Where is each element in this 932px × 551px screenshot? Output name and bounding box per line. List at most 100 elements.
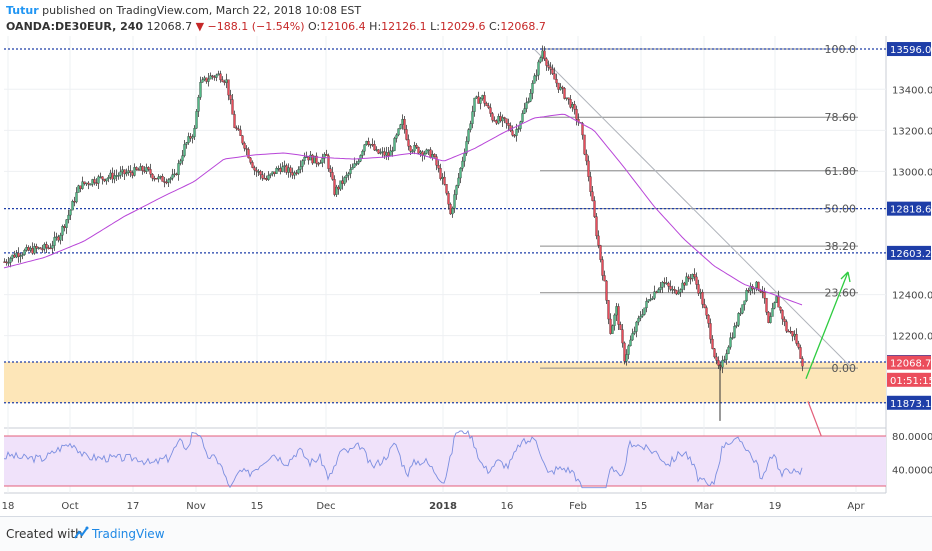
candle-body: [567, 97, 570, 100]
candle-body: [613, 314, 616, 326]
candle-body: [777, 296, 780, 308]
candle-body: [303, 156, 306, 161]
candle-body: [601, 259, 604, 276]
tradingview-brand[interactable]: TradingView: [92, 527, 165, 541]
candle-body: [617, 306, 620, 325]
candle-body: [293, 172, 296, 176]
candle-body: [597, 235, 600, 246]
candle-body: [367, 141, 370, 145]
candle-body: [193, 128, 196, 137]
candle-body: [301, 160, 304, 167]
candle-body: [733, 326, 736, 338]
close-value: 12068.7: [500, 20, 546, 33]
candle-body: [33, 246, 36, 254]
candle-body: [483, 95, 486, 104]
candle-body: [603, 275, 606, 282]
candle-body: [557, 82, 560, 90]
candle-body: [393, 138, 396, 151]
rsi-tick-label: 40.0000: [892, 465, 932, 476]
candle-body: [103, 178, 106, 182]
candle-body: [275, 168, 278, 174]
candle-body: [171, 174, 174, 179]
candle-body: [59, 234, 62, 241]
candle-body: [153, 178, 156, 180]
price-tick-label: 12200.0: [892, 332, 932, 343]
candle-body: [737, 313, 740, 326]
candle-body: [231, 99, 234, 115]
price-marker[interactable]: [887, 372, 931, 387]
price-marker[interactable]: [887, 355, 931, 370]
candle-body: [451, 208, 454, 215]
price-marker[interactable]: [887, 245, 931, 260]
candle-body: [343, 177, 346, 184]
candle-body: [17, 252, 20, 257]
candle-body: [795, 333, 798, 344]
candle-body: [139, 166, 142, 171]
candle-body: [689, 278, 692, 280]
candle-body: [439, 168, 442, 179]
price-marker[interactable]: [887, 42, 931, 57]
candle-body: [19, 255, 22, 257]
candle-body: [291, 172, 294, 176]
candle-body: [391, 150, 394, 152]
time-axis[interactable]: 18 Oct 17 Nov 15 Dec 2018 16 Feb 15 Mar 19 Apr: [2, 501, 866, 512]
candle-body: [721, 360, 724, 368]
candle-body: [179, 160, 182, 164]
candle-body: [509, 125, 512, 131]
candle-body: [53, 237, 56, 246]
candle-body: [797, 343, 800, 348]
candle-body: [609, 318, 612, 334]
author-name[interactable]: Tutur: [6, 4, 39, 17]
price-marker[interactable]: [887, 201, 931, 216]
candle-body: [561, 86, 564, 89]
candle-body: [273, 171, 276, 174]
bullish-arrow-head: [840, 271, 851, 283]
candle-body: [355, 163, 358, 165]
price-axis[interactable]: 13400.0 13200.0 13000.0 12400.0 12200.0 13596…: [887, 42, 932, 476]
bullish-arrow[interactable]: [805, 271, 849, 380]
candle-body: [309, 154, 312, 161]
candle-body: [565, 97, 568, 99]
candle-body: [521, 113, 524, 122]
candle-body: [135, 167, 138, 170]
candle-body: [445, 184, 448, 194]
candle-body: [573, 104, 576, 110]
candle-body: [95, 182, 98, 184]
candle-body: [427, 149, 430, 151]
candle-body: [799, 347, 802, 359]
candle-body: [385, 152, 388, 156]
candle-body: [485, 103, 488, 106]
candle-body: [337, 186, 340, 190]
candle-body: [465, 141, 468, 154]
candle-body: [527, 101, 530, 103]
candle-body: [693, 274, 696, 278]
candle-body: [457, 177, 460, 186]
price-tick-label: 13000.0: [892, 167, 932, 178]
candle-body: [627, 345, 630, 355]
candle-body: [437, 165, 440, 169]
candle-body: [277, 168, 280, 170]
time-tick-label: Feb: [569, 501, 587, 512]
trendline[interactable]: [533, 48, 853, 369]
candle-body: [201, 79, 204, 83]
candle-body: [699, 291, 702, 294]
candle-body: [233, 114, 236, 128]
candle-body: [75, 192, 78, 203]
candle-body: [209, 75, 212, 80]
horizontal-levels[interactable]: [4, 48, 886, 404]
candle-body: [157, 176, 160, 180]
candle-body: [667, 282, 670, 287]
fib-level-label: 0.00: [832, 362, 857, 375]
candle-body: [399, 124, 402, 129]
candle-body: [119, 171, 122, 176]
downtrend-line[interactable]: [533, 48, 853, 369]
price-marker[interactable]: [887, 395, 931, 410]
price-marker-label: 01:51:15: [890, 376, 932, 387]
candle-body: [11, 254, 14, 259]
candle-body: [571, 104, 574, 108]
candle-body: [87, 182, 90, 185]
support-zone-rect[interactable]: [4, 362, 886, 403]
candle-body: [599, 245, 602, 260]
